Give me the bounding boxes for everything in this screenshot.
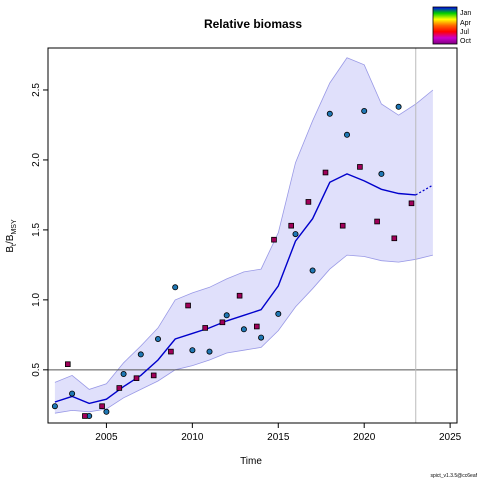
- data-point-jan: [395, 103, 402, 110]
- data-point-oct: [271, 236, 277, 243]
- data-point-jan: [343, 131, 350, 138]
- x-tick-label: 2010: [181, 432, 204, 443]
- data-point-oct: [116, 385, 123, 391]
- data-point-oct: [133, 375, 140, 381]
- legend-label-jul: Jul: [460, 29, 469, 36]
- data-point-jan: [69, 390, 76, 397]
- chart-title: Relative biomass: [204, 17, 302, 31]
- data-point-oct: [202, 325, 209, 331]
- y-axis-label-sep: /B: [5, 234, 16, 244]
- x-tick-label: 2020: [353, 432, 376, 443]
- data-point-jan: [275, 310, 282, 317]
- data-point-jan: [172, 284, 179, 291]
- confidence-lower-line: [54, 254, 433, 414]
- series-oct-points: [65, 164, 415, 419]
- data-point-oct: [374, 218, 380, 225]
- data-point-oct: [219, 319, 226, 326]
- legend-label-apr: Apr: [460, 20, 472, 27]
- legend-label-jan: Jan: [460, 10, 471, 17]
- x-tick-label: 2005: [95, 432, 118, 443]
- y-tick-label: 1.0: [31, 292, 42, 306]
- x-tick-label: 2025: [439, 432, 462, 443]
- confidence-band: [54, 57, 433, 414]
- data-point-oct: [322, 169, 329, 176]
- data-point-jan: [154, 335, 161, 342]
- data-point-oct: [339, 222, 346, 229]
- data-point-oct: [185, 302, 191, 309]
- data-point-jan: [326, 110, 333, 117]
- data-point-oct: [357, 164, 363, 170]
- y-axis-label-sub-msy: MSY: [11, 219, 18, 235]
- y-axis: 0.5 1.0 1.5 2.0 2.5: [31, 83, 48, 377]
- x-tick-label: 2015: [267, 432, 290, 443]
- series-jan-points: [51, 103, 402, 419]
- data-point-jan: [189, 347, 196, 354]
- data-point-oct: [288, 222, 294, 229]
- data-point-oct: [391, 235, 398, 242]
- y-tick-label: 0.5: [31, 362, 42, 376]
- data-point-oct: [305, 199, 312, 205]
- y-tick-label: 1.5: [31, 223, 42, 237]
- legend-label-oct: Oct: [460, 38, 471, 45]
- data-point-jan: [51, 403, 58, 410]
- data-point-jan: [361, 108, 368, 115]
- x-axis: 2005 2010 2015 2020 2025: [95, 423, 462, 443]
- data-point-jan: [223, 312, 230, 319]
- y-tick-label: 2.5: [31, 83, 42, 97]
- data-point-oct: [65, 361, 71, 367]
- version-footer: spict_v1.3.5@cc6eaf: [431, 473, 478, 479]
- data-point-jan: [206, 348, 213, 355]
- y-tick-label: 2.0: [31, 153, 42, 167]
- data-point-jan: [378, 170, 385, 177]
- data-point-jan: [258, 334, 265, 341]
- data-point-jan: [103, 408, 110, 415]
- plot-area: [48, 48, 457, 423]
- data-point-oct: [236, 292, 243, 299]
- biomass-estimate-line: [54, 173, 416, 405]
- data-point-oct: [408, 200, 415, 207]
- data-point-jan: [137, 351, 144, 358]
- plot-frame: [47, 47, 458, 424]
- biomass-forecast-line: [415, 184, 434, 196]
- data-point-oct: [253, 323, 260, 330]
- data-point-oct: [168, 348, 174, 355]
- data-point-oct: [99, 403, 105, 409]
- data-point-jan: [309, 267, 316, 274]
- data-point-oct: [82, 413, 88, 419]
- data-point-jan: [120, 370, 127, 377]
- x-axis-label: Time: [240, 456, 262, 467]
- data-point-jan: [292, 231, 299, 238]
- data-point-jan: [240, 326, 247, 333]
- y-axis-label: Bt/BMSY: [5, 219, 18, 253]
- y-axis-label-main: B: [5, 246, 16, 253]
- data-point-oct: [150, 372, 157, 379]
- y-axis-label-sub-t: t: [11, 244, 18, 246]
- legend-color-bar: [432, 6, 458, 45]
- season-legend: Jan Apr Jul Oct: [432, 6, 472, 45]
